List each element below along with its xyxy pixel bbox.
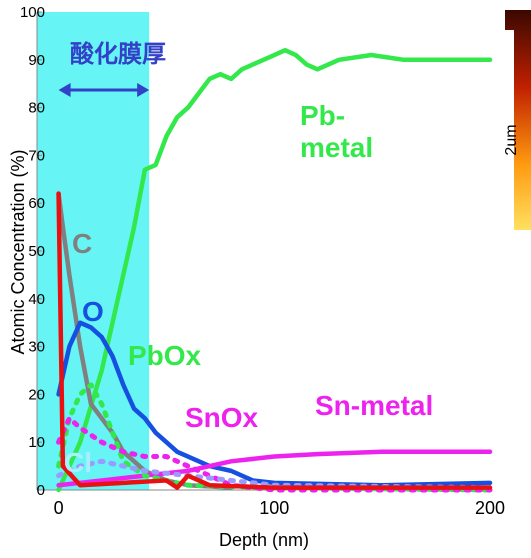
series-label: C — [72, 228, 93, 259]
thickness-label: 酸化膜厚 — [70, 40, 166, 68]
x-tick-label: 200 — [475, 498, 505, 518]
y-tick-label: 30 — [28, 339, 45, 356]
x-tick-label: 100 — [259, 498, 289, 518]
series-line — [56, 458, 493, 491]
series-line — [56, 449, 493, 488]
y-axis-label: Atomic Concentration (%) — [8, 149, 28, 354]
y-tick-label: 10 — [28, 434, 45, 451]
series-line — [56, 47, 493, 493]
inset-label: 2um — [503, 124, 520, 155]
x-tick-label: 0 — [54, 498, 64, 518]
y-tick-label: 40 — [28, 291, 45, 308]
y-tick-label: 90 — [28, 52, 45, 69]
y-tick-label: 70 — [28, 147, 45, 164]
series-line — [56, 382, 493, 493]
y-tick-label: 80 — [28, 100, 45, 117]
series-label: Cl — [64, 447, 92, 478]
series-label: Pb-metal — [300, 100, 374, 163]
series-label: SnOx — [185, 402, 259, 433]
series-label: Sn-metal — [315, 390, 434, 421]
y-tick-label: 60 — [28, 195, 45, 212]
x-axis-label: Depth (nm) — [219, 530, 309, 550]
y-tick-label: 100 — [20, 4, 45, 21]
series-label: O — [82, 296, 104, 327]
series-label: PbOx — [128, 340, 202, 371]
y-tick-label: 0 — [37, 482, 45, 499]
y-tick-label: 20 — [28, 386, 45, 403]
y-tick-label: 50 — [28, 243, 45, 260]
series-line — [56, 191, 493, 490]
inset-margin — [498, 30, 514, 230]
